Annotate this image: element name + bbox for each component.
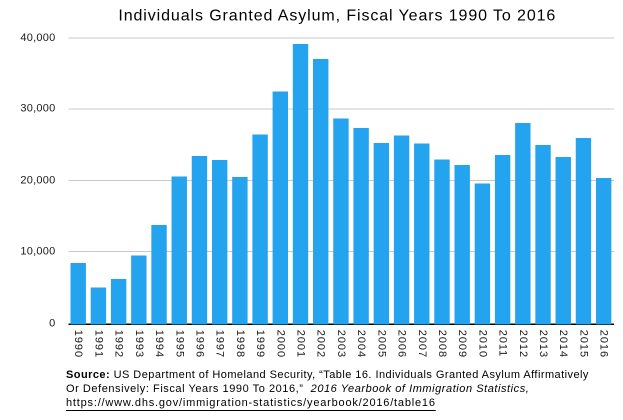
svg-text:Individuals Granted Asylum, Fi: Individuals Granted Asylum, Fiscal Years… [118, 8, 556, 25]
svg-text:2012: 2012 [517, 330, 529, 358]
svg-text:40,000: 40,000 [20, 32, 55, 44]
svg-text:2011: 2011 [497, 330, 509, 357]
svg-text:1999: 1999 [254, 330, 266, 358]
svg-text:2009: 2009 [456, 330, 468, 358]
svg-text:2002: 2002 [315, 330, 327, 358]
svg-text:1991: 1991 [92, 330, 104, 358]
svg-text:2003: 2003 [335, 330, 347, 358]
svg-text:2016: 2016 [598, 330, 610, 358]
svg-text:2008: 2008 [436, 330, 448, 358]
svg-text:2015: 2015 [577, 330, 589, 358]
svg-text:20,000: 20,000 [20, 174, 55, 186]
svg-text:2013: 2013 [537, 330, 549, 358]
svg-text:1993: 1993 [133, 330, 145, 358]
svg-text:2000: 2000 [274, 330, 286, 358]
svg-text:2010: 2010 [476, 330, 488, 358]
svg-text:1995: 1995 [173, 330, 185, 358]
svg-text:1990: 1990 [72, 330, 84, 358]
svg-text:1994: 1994 [153, 330, 165, 358]
svg-text:2007: 2007 [416, 330, 428, 358]
svg-text:2004: 2004 [355, 330, 367, 358]
svg-text:1998: 1998 [234, 330, 246, 358]
svg-text:2006: 2006 [396, 330, 408, 358]
svg-text:1997: 1997 [214, 330, 226, 358]
svg-text:10,000: 10,000 [20, 245, 55, 257]
svg-text:2005: 2005 [375, 330, 387, 358]
svg-text:1992: 1992 [113, 330, 125, 358]
svg-text:2014: 2014 [557, 330, 569, 358]
svg-text:0: 0 [49, 318, 55, 330]
svg-text:1996: 1996 [193, 330, 205, 358]
svg-text:2001: 2001 [295, 330, 307, 358]
svg-text:30,000: 30,000 [20, 103, 55, 115]
